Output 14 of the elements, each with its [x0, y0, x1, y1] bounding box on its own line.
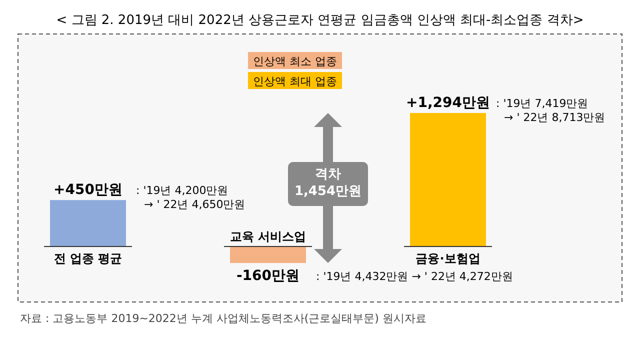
- x-tick-label: 금융·보험업: [416, 251, 480, 266]
- annotation: 격차 1,454만원: [294, 167, 362, 199]
- text: 인상액 최소 업종: [253, 55, 337, 68]
- chart-title: < 그림 2. 2019년 대비 2022년 상용근로자 연평균 임금총액 인상액 최대-최소업종 격차>: [56, 13, 584, 28]
- data-label: +1,294만원: [406, 95, 490, 111]
- data-label: -160만원: [236, 268, 300, 284]
- data-label: +450만원: [54, 182, 122, 198]
- text: : '19년 4,432만원 → ' 22년 4,272만원: [316, 270, 513, 283]
- x-tick-label: 전 업종 평균: [54, 251, 122, 266]
- text: 인상액 최대 업종: [253, 75, 337, 88]
- text: 자료 : 고용노동부 2019~2022년 누계 사업체노동력조사(근로실태부문) 원시자료: [20, 312, 426, 325]
- x-tick-label: 교육 서비스업: [230, 229, 306, 244]
- annotation: : '19년 7,419만원 → ' 22년 8,713만원: [496, 97, 606, 124]
- annotation: : '19년 4,200만원 → ' 22년 4,650만원: [136, 184, 246, 212]
